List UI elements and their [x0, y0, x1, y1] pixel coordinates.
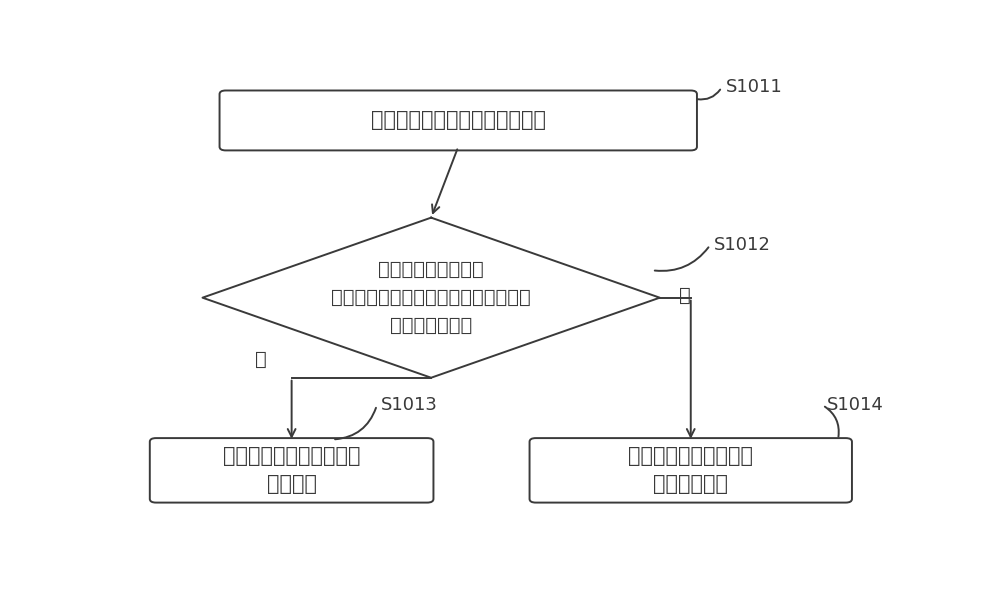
Text: 查找预存的目标声纹
库中是否有与当前的通话音中声纹特征
匹配的目标声纹: 查找预存的目标声纹 库中是否有与当前的通话音中声纹特征 匹配的目标声纹 [331, 260, 531, 335]
FancyBboxPatch shape [530, 438, 852, 503]
Text: S1013: S1013 [381, 396, 438, 414]
Polygon shape [203, 217, 660, 378]
FancyBboxPatch shape [220, 90, 697, 150]
FancyBboxPatch shape [150, 438, 433, 503]
Text: S1011: S1011 [726, 78, 782, 96]
Text: 基于采样降噪法滤除通
话音中的噪音: 基于采样降噪法滤除通 话音中的噪音 [628, 446, 753, 494]
Text: S1012: S1012 [714, 236, 771, 254]
Text: 否: 否 [679, 286, 691, 305]
Text: 获取当前的通话音中的声纹特征: 获取当前的通话音中的声纹特征 [371, 110, 546, 131]
Text: 是: 是 [255, 350, 266, 369]
Text: 根据目标声纹从通话音中
滤除噪音: 根据目标声纹从通话音中 滤除噪音 [223, 446, 360, 494]
Text: S1014: S1014 [826, 396, 883, 414]
